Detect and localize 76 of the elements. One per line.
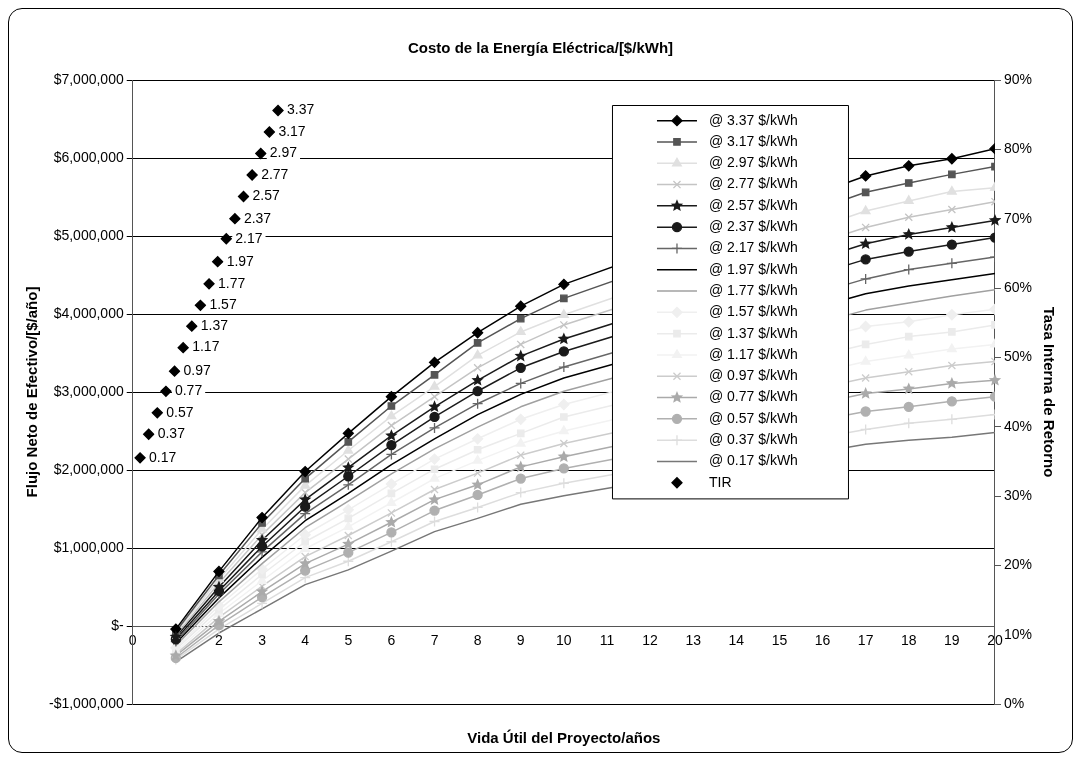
y-tick-label: $2,000,000 xyxy=(53,460,124,477)
annotation: 0.77 xyxy=(174,382,203,399)
legend-label: @ 1.97 $/kWh xyxy=(708,260,798,277)
x-tick-label: 14 xyxy=(728,632,745,649)
y-tick-label: $6,000,000 xyxy=(53,148,124,165)
legend-label: @ 0.17 $/kWh xyxy=(708,452,798,469)
legend-label: @ 1.57 $/kWh xyxy=(708,303,798,320)
y2-tick-label: 0% xyxy=(1003,694,1025,711)
x-tick-label: 19 xyxy=(944,632,960,649)
x-tick-label: 15 xyxy=(771,632,788,649)
legend-label: @ 2.57 $/kWh xyxy=(708,196,798,213)
x-tick-label: 2 xyxy=(215,632,224,649)
x-tick-label: 6 xyxy=(387,632,396,649)
legend-label: @ 1.37 $/kWh xyxy=(708,324,798,341)
x-tick-label: 10 xyxy=(556,632,572,649)
legend-label: @ 2.17 $/kWh xyxy=(708,239,798,256)
y-tick-label: $7,000,000 xyxy=(53,70,124,87)
legend-label: @ 0.37 $/kWh xyxy=(708,431,798,448)
y-tick-label: $5,000,000 xyxy=(53,226,124,243)
y-axis-title: Flujo Neto de Efectivo/[$/año] xyxy=(23,286,41,498)
x-tick-label: 11 xyxy=(599,632,615,649)
y2-tick-label: 20% xyxy=(1003,556,1033,573)
legend-label: @ 1.77 $/kWh xyxy=(708,281,798,298)
y2-tick-label: 40% xyxy=(1003,417,1033,434)
y-tick-label: $1,000,000 xyxy=(53,538,124,555)
legend-label: @ 2.77 $/kWh xyxy=(708,175,798,192)
legend-label: @ 0.57 $/kWh xyxy=(708,409,798,426)
y2-tick-label: 60% xyxy=(1003,278,1033,295)
x-tick-label: 18 xyxy=(900,632,917,649)
annotation: 1.37 xyxy=(200,316,229,333)
y-tick-label: $4,000,000 xyxy=(53,304,124,321)
x-tick-label: 3 xyxy=(258,632,267,649)
annotation: 1.17 xyxy=(192,338,220,355)
annotation: 1.77 xyxy=(218,274,246,291)
x-tick-label: 7 xyxy=(430,632,439,649)
y2-tick-label: 30% xyxy=(1003,486,1033,503)
x-tick-label: 12 xyxy=(642,632,659,649)
y2-axis-title: Tasa Interna de Retorno xyxy=(1040,306,1058,478)
y2-tick-label: 80% xyxy=(1003,140,1033,157)
legend-label: @ 2.37 $/kWh xyxy=(708,218,798,235)
annotation: 0.57 xyxy=(166,403,194,420)
y2-tick-label: 90% xyxy=(1003,70,1033,87)
x-tick-label: 13 xyxy=(685,632,702,649)
annotation: 3.17 xyxy=(278,122,306,139)
y2-tick-label: 50% xyxy=(1003,348,1033,365)
legend-label: TIR xyxy=(708,473,732,490)
y2-tick-label: 10% xyxy=(1003,625,1033,642)
legend-label: @ 0.77 $/kWh xyxy=(708,388,798,405)
x-tick-label: 9 xyxy=(516,632,525,649)
annotation: 2.57 xyxy=(252,187,280,204)
legend-label: @ 1.17 $/kWh xyxy=(708,345,798,362)
y-tick-label: $3,000,000 xyxy=(53,382,124,399)
legend-label: @ 0.97 $/kWh xyxy=(708,367,798,384)
annotation: 0.17 xyxy=(149,448,177,465)
annotation: 0.37 xyxy=(157,425,186,442)
annotation: 3.37 xyxy=(287,101,315,118)
annotation: 0.97 xyxy=(183,362,212,379)
x-axis-title: Vida Útil del Proyecto/años xyxy=(467,729,661,747)
annotation: 2.37 xyxy=(243,209,272,226)
x-tick-label: 8 xyxy=(473,632,482,649)
y2-tick-label: 70% xyxy=(1003,209,1033,226)
chart-title: Costo de la Energía Eléctrica/[$/kWh] xyxy=(407,39,674,57)
legend-label: @ 3.37 $/kWh xyxy=(708,111,798,128)
annotation: 1.57 xyxy=(209,296,237,313)
annotation: 2.97 xyxy=(269,144,298,161)
annotation: 2.77 xyxy=(261,165,289,182)
legend-label: @ 3.17 $/kWh xyxy=(708,132,798,149)
y-tick-label: -$1,000,000 xyxy=(49,694,124,711)
x-tick-label: 17 xyxy=(857,632,874,649)
x-tick-label: 4 xyxy=(301,632,310,649)
x-tick-label: 5 xyxy=(344,632,353,649)
annotation: 2.17 xyxy=(235,229,263,246)
annotation: 1.97 xyxy=(226,252,255,269)
legend-label: @ 2.97 $/kWh xyxy=(708,154,798,171)
x-tick-label: 16 xyxy=(814,632,831,649)
y-tick-label: $- xyxy=(111,616,125,633)
